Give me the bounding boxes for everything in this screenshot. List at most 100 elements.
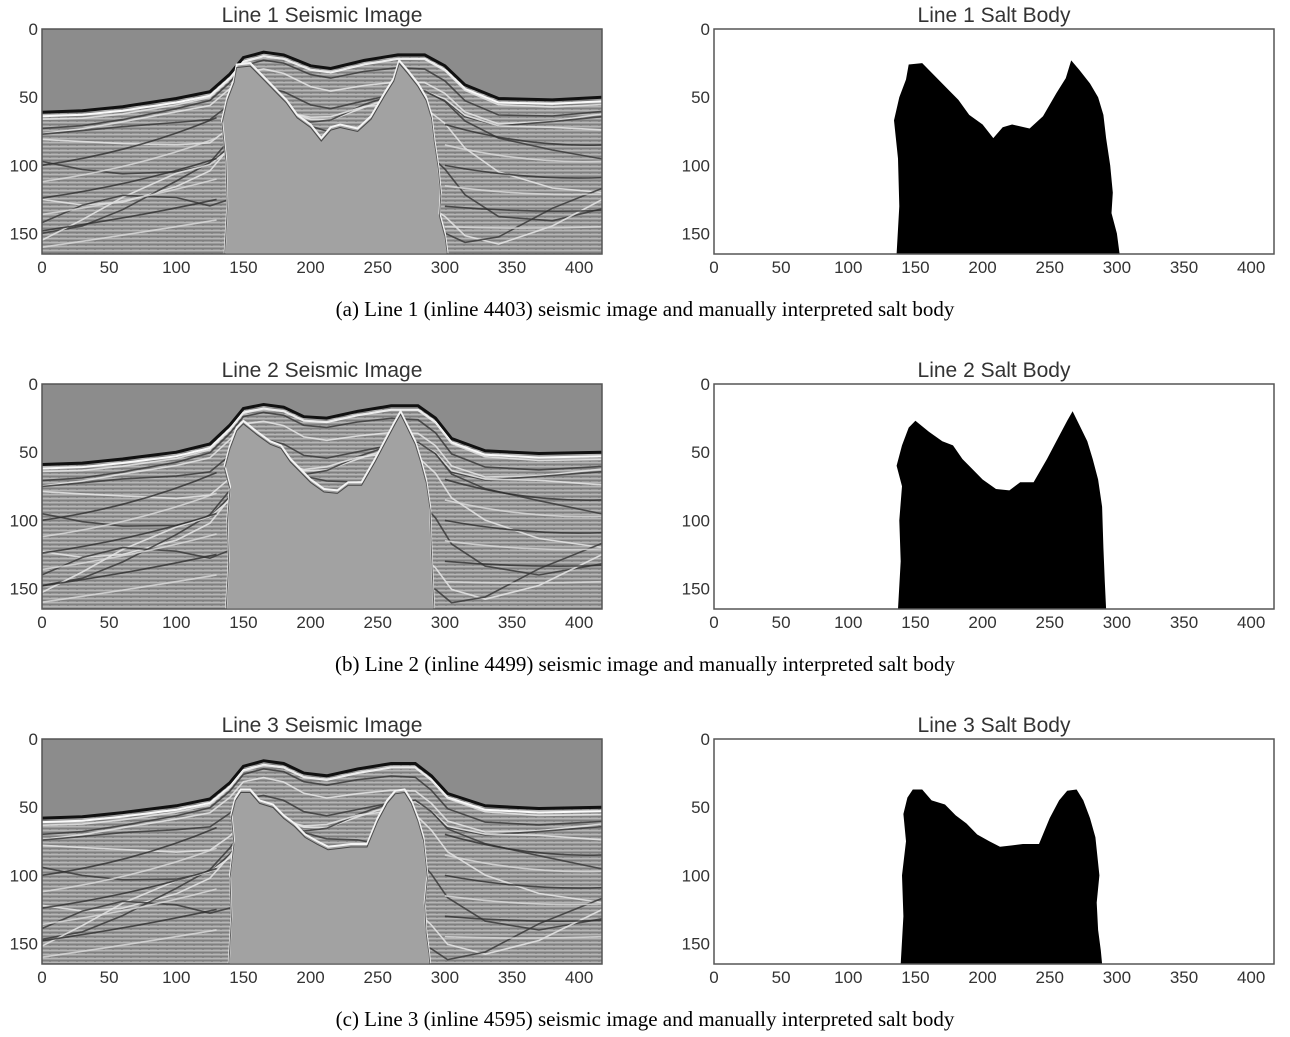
x-tick-label: 250 (364, 613, 392, 632)
y-tick-label: 0 (701, 20, 710, 39)
x-tick-label: 0 (37, 968, 46, 987)
x-tick-label: 50 (772, 613, 791, 632)
x-tick-label: 0 (37, 613, 46, 632)
y-tick-label: 0 (29, 20, 38, 39)
y-tick-label: 100 (10, 866, 38, 885)
subfigure-caption: (a) Line 1 (inline 4403) seismic image a… (336, 297, 955, 321)
plot-title: Line 1 Seismic Image (222, 4, 423, 27)
x-tick-label: 50 (100, 258, 119, 277)
salt-body (900, 789, 1103, 964)
x-tick-label: 50 (100, 968, 119, 987)
x-tick-label: 0 (709, 258, 718, 277)
plot-title: Line 1 Salt Body (918, 4, 1071, 27)
x-tick-label: 100 (834, 613, 862, 632)
x-tick-label: 200 (968, 613, 996, 632)
x-tick-label: 150 (229, 613, 257, 632)
y-tick-label: 0 (29, 730, 38, 749)
x-tick-label: 400 (1237, 258, 1265, 277)
subfigure-caption: (b) Line 2 (inline 4499) seismic image a… (335, 652, 955, 676)
y-tick-label: 50 (19, 798, 38, 817)
x-tick-label: 150 (901, 258, 929, 277)
salt-mask (714, 384, 1274, 609)
x-tick-label: 350 (498, 968, 526, 987)
y-tick-label: 0 (701, 375, 710, 394)
y-tick-label: 100 (682, 866, 710, 885)
x-tick-label: 400 (565, 613, 593, 632)
y-tick-label: 50 (19, 443, 38, 462)
x-tick-label: 200 (968, 258, 996, 277)
seismic-image (42, 739, 602, 964)
seismic-panel-1: Line 1 Seismic Image 0 50 100 150 200 250 300 35… (10, 4, 603, 277)
plot-title: Line 2 Seismic Image (222, 359, 423, 382)
y-tick-label: 50 (19, 88, 38, 107)
plot-frame (41, 28, 603, 255)
x-tick-label: 400 (1237, 968, 1265, 987)
y-tick-label: 100 (682, 511, 710, 530)
seismic-panel-2: Line 2 Seismic Image 0 50 100 150 200 250 300 35… (10, 359, 603, 632)
x-tick-label: 150 (901, 613, 929, 632)
y-tick-label: 100 (10, 511, 38, 530)
subfigure-caption: (c) Line 3 (inline 4595) seismic image a… (336, 1007, 955, 1031)
salt-mask (714, 739, 1274, 964)
x-tick-label: 300 (431, 968, 459, 987)
plot-title: Line 3 Seismic Image (222, 714, 423, 737)
x-tick-label: 100 (834, 968, 862, 987)
salt-body (896, 411, 1107, 609)
y-tick-label: 150 (682, 225, 710, 244)
y-tick-label: 0 (29, 375, 38, 394)
x-tick-label: 350 (1170, 613, 1198, 632)
plot-frame (713, 738, 1275, 965)
y-tick-label: 150 (10, 935, 38, 954)
seismic-panel-3: Line 3 Seismic Image 0 50 100 150 200 250 300 35… (10, 714, 603, 987)
x-tick-label: 200 (296, 968, 324, 987)
y-tick-label: 100 (682, 156, 710, 175)
y-tick-label: 150 (10, 225, 38, 244)
y-tick-label: 50 (691, 798, 710, 817)
salt-panel-1: Line 1 Salt Body 0 50 100 150 200 250 300 350 400… (682, 4, 1275, 277)
y-tick-label: 150 (682, 935, 710, 954)
x-tick-label: 100 (834, 258, 862, 277)
plot-frame (41, 738, 603, 965)
x-tick-label: 250 (364, 258, 392, 277)
x-tick-label: 150 (901, 968, 929, 987)
x-tick-label: 250 (1036, 258, 1064, 277)
x-tick-label: 100 (162, 258, 190, 277)
x-tick-label: 250 (1036, 968, 1064, 987)
x-tick-label: 250 (364, 968, 392, 987)
x-tick-label: 400 (565, 968, 593, 987)
salt-panel-2: Line 2 Salt Body 0 50 100 150 200 250 300 350 400… (682, 359, 1275, 632)
x-tick-label: 300 (1103, 258, 1131, 277)
x-tick-label: 50 (772, 968, 791, 987)
salt-mask (714, 29, 1274, 254)
y-tick-label: 50 (691, 88, 710, 107)
plot-frame (713, 28, 1275, 255)
x-tick-label: 100 (162, 613, 190, 632)
x-tick-label: 400 (1237, 613, 1265, 632)
x-tick-label: 300 (1103, 613, 1131, 632)
x-tick-label: 150 (229, 968, 257, 987)
x-tick-label: 50 (100, 613, 119, 632)
y-tick-label: 0 (701, 730, 710, 749)
x-tick-label: 0 (709, 613, 718, 632)
x-tick-label: 300 (1103, 968, 1131, 987)
x-tick-label: 100 (162, 968, 190, 987)
x-tick-label: 200 (296, 258, 324, 277)
x-tick-label: 250 (1036, 613, 1064, 632)
salt-body (894, 60, 1120, 254)
y-tick-label: 50 (691, 443, 710, 462)
y-tick-label: 150 (10, 580, 38, 599)
x-tick-label: 200 (296, 613, 324, 632)
plot-title: Line 3 Salt Body (918, 714, 1071, 737)
salt-panel-3: Line 3 Salt Body 0 50 100 150 200 250 300 350 400… (682, 714, 1275, 987)
y-tick-label: 150 (682, 580, 710, 599)
x-tick-label: 200 (968, 968, 996, 987)
plot-frame (713, 383, 1275, 610)
x-tick-label: 400 (565, 258, 593, 277)
x-tick-label: 300 (431, 613, 459, 632)
plot-frame (41, 383, 603, 610)
x-tick-label: 350 (498, 258, 526, 277)
x-tick-label: 150 (229, 258, 257, 277)
y-tick-label: 100 (10, 156, 38, 175)
x-tick-label: 350 (1170, 968, 1198, 987)
